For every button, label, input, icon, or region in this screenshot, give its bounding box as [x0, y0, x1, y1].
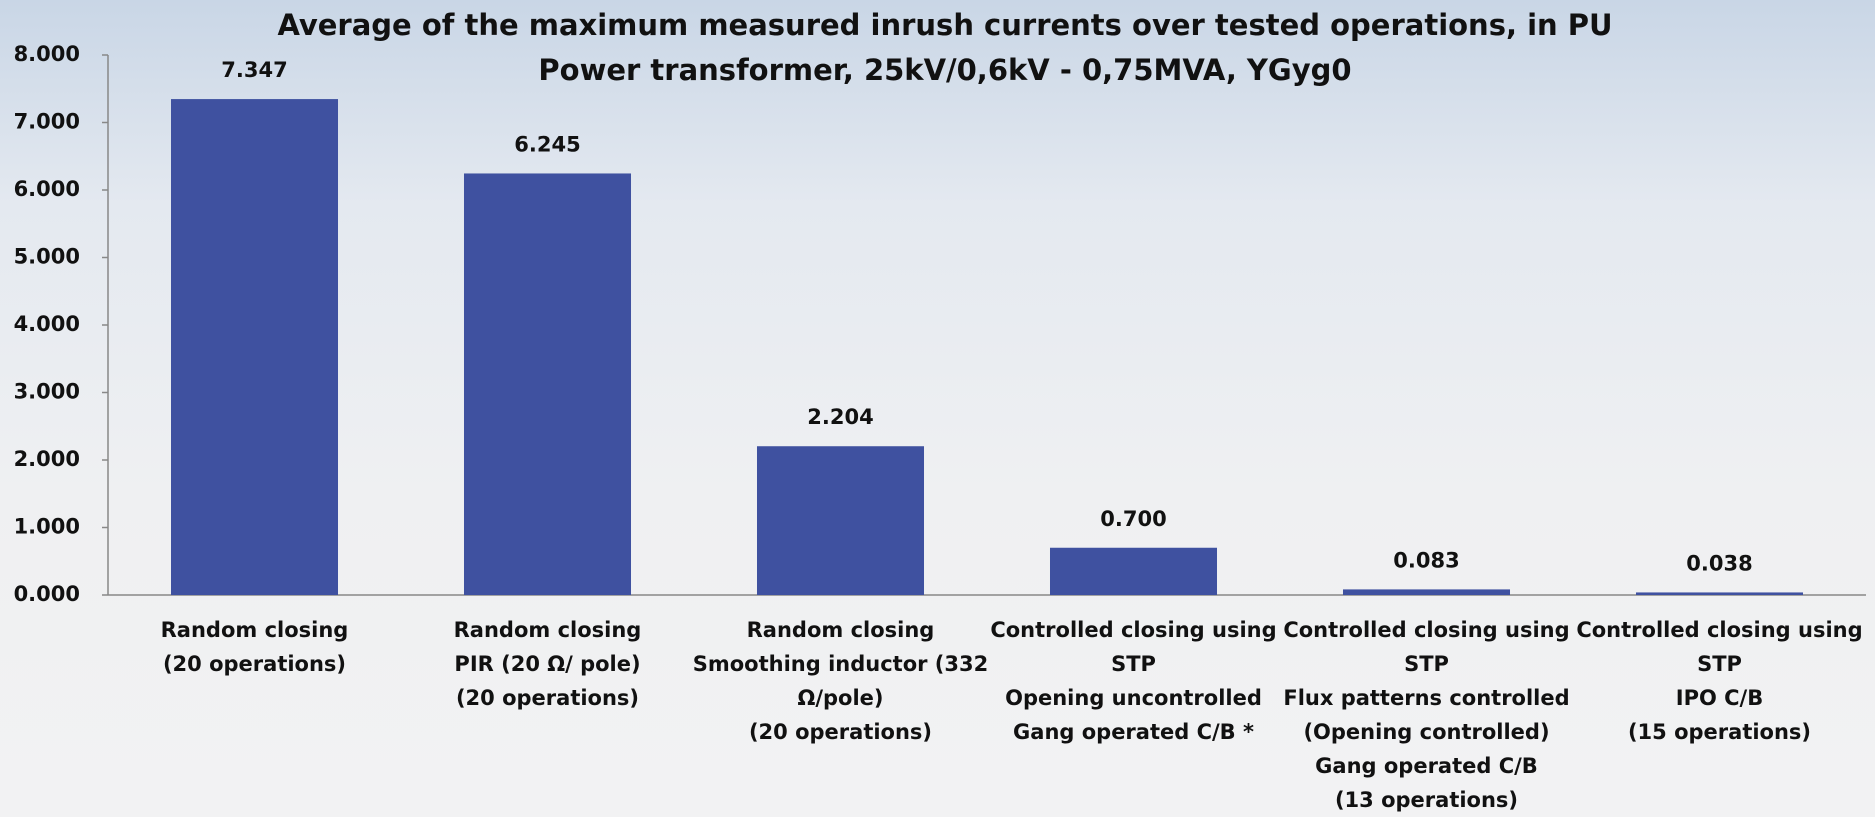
x-tick-label: Random closing	[161, 618, 349, 642]
bar	[756, 446, 925, 595]
x-tick-label: STP	[1404, 652, 1449, 676]
x-tick-label: Controlled closing using	[990, 618, 1276, 642]
data-label: 0.083	[1393, 548, 1459, 572]
data-label: 0.038	[1686, 551, 1752, 575]
x-tick-label: (20 operations)	[749, 720, 932, 744]
x-tick-label: Flux patterns controlled	[1283, 686, 1569, 710]
x-tick-label: Gang operated C/B	[1315, 754, 1538, 778]
x-tick-label: (15 operations)	[1628, 720, 1811, 744]
y-tick-label: 8.000	[14, 42, 80, 66]
data-label: 6.245	[514, 132, 580, 156]
x-tick-label: Random closing	[747, 618, 935, 642]
y-tick-label: 7.000	[14, 110, 80, 134]
x-tick-label: Controlled closing using	[1283, 618, 1569, 642]
x-tick-label: (20 operations)	[456, 686, 639, 710]
y-tick-label: 3.000	[14, 380, 80, 404]
y-tick-label: 2.000	[14, 447, 80, 471]
x-tick-label: IPO C/B	[1676, 686, 1763, 710]
x-tick-label: PIR (20 Ω/ pole)	[454, 652, 640, 676]
x-tick-label: (13 operations)	[1335, 788, 1518, 812]
y-tick-label: 0.000	[14, 582, 80, 606]
bar	[1049, 547, 1218, 595]
chart-subtitle: Power transformer, 25kV/0,6kV - 0,75MVA,…	[538, 53, 1351, 87]
x-tick-label: (Opening controlled)	[1303, 720, 1549, 744]
y-tick-label: 6.000	[14, 177, 80, 201]
chart-title: Average of the maximum measured inrush c…	[277, 8, 1612, 42]
bar	[170, 99, 339, 595]
data-label: 0.700	[1100, 507, 1166, 531]
x-tick-label: Smoothing inductor (332	[693, 652, 989, 676]
x-tick-label: STP	[1697, 652, 1742, 676]
bar	[463, 173, 632, 595]
bar	[1342, 589, 1511, 595]
bar	[1635, 592, 1804, 595]
x-tick-label: Random closing	[454, 618, 642, 642]
x-tick-label: STP	[1111, 652, 1156, 676]
y-tick-label: 4.000	[14, 312, 80, 336]
x-tick-label: Gang operated C/B *	[1013, 720, 1254, 744]
data-label: 7.347	[221, 58, 287, 82]
data-label: 2.204	[807, 405, 873, 429]
x-tick-label: Controlled closing using	[1576, 618, 1862, 642]
x-tick-label: Opening uncontrolled	[1005, 686, 1262, 710]
y-tick-label: 1.000	[14, 515, 80, 539]
x-tick-label: Ω/pole)	[797, 686, 883, 710]
x-tick-label: (20 operations)	[163, 652, 346, 676]
y-tick-label: 5.000	[14, 245, 80, 269]
